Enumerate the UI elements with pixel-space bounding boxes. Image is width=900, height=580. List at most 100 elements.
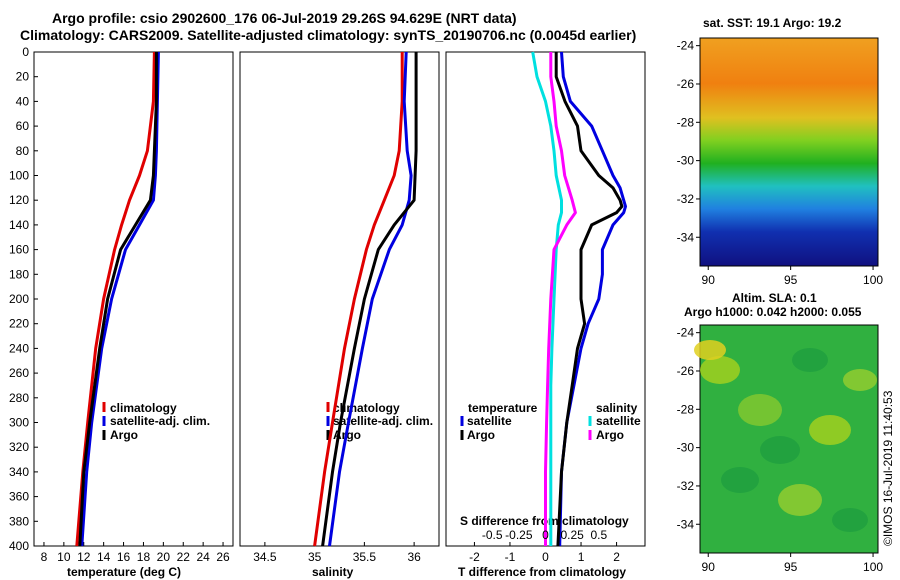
sla-map-title: Altim. SLA: 0.1 xyxy=(732,291,817,305)
depth-tick-label: 320 xyxy=(9,440,29,454)
sst-map-ytick-label: -28 xyxy=(677,115,695,129)
temp-xlabel: temperature (deg C) xyxy=(67,565,181,579)
temperature-xtick-label: 14 xyxy=(97,550,111,564)
diff-legend-sal-title: salinity xyxy=(596,401,638,415)
sla-map-xtick-label: 95 xyxy=(784,560,798,574)
depth-tick-label: 260 xyxy=(9,366,29,380)
sst-map-ytick-label: -32 xyxy=(677,192,695,206)
salinity-xtick-label: 35 xyxy=(308,550,322,564)
sal-xlabel: salinity xyxy=(312,565,354,579)
depth-tick-label: 360 xyxy=(9,490,29,504)
depth-tick-label: 220 xyxy=(9,317,29,331)
sst-map-xtick-label: 95 xyxy=(784,273,798,287)
diff-top-tick-label: -0.5 xyxy=(482,528,503,542)
temperature-xtick-label: 16 xyxy=(117,550,131,564)
diff-legend-temp-argo: Argo xyxy=(467,428,495,442)
diff-top-tick-label: -0.25 xyxy=(505,528,533,542)
depth-tick-label: 140 xyxy=(9,218,29,232)
diff-top-tick-label: 0 xyxy=(542,528,549,542)
temperature-xtick-label: 18 xyxy=(137,550,151,564)
salinity-series-satellite-adj-clim- xyxy=(328,51,413,547)
diff-top-tick-label: 0.5 xyxy=(590,528,607,542)
depth-tick-label: 240 xyxy=(9,341,29,355)
sla-map-ytick-label: -34 xyxy=(677,517,695,531)
sla-map-feature xyxy=(694,340,726,360)
depth-tick-label: 160 xyxy=(9,243,29,257)
differences-xtick-label: -2 xyxy=(469,550,480,564)
title-line-1: Argo profile: csio 2902600_176 06-Jul-20… xyxy=(52,10,517,26)
temp-frame xyxy=(33,51,234,547)
sst-map-ytick-label: -34 xyxy=(677,230,695,244)
diff-legend-sal-sat: satellite xyxy=(596,414,641,428)
salinity-xtick-label: 34.5 xyxy=(253,550,277,564)
sst-map-ytick-label: -24 xyxy=(677,39,695,53)
temperature-series-satellite-adj-clim- xyxy=(80,51,160,547)
diff-legend-sal-argo: Argo xyxy=(596,428,624,442)
sla-map-feature xyxy=(843,369,877,391)
depth-tick-label: 60 xyxy=(16,119,30,133)
sal-frame xyxy=(239,51,440,547)
sla-map-ytick-label: -32 xyxy=(677,479,695,493)
diff-legend-temp-sat: satellite xyxy=(467,414,512,428)
temperature-xtick-label: 24 xyxy=(196,550,210,564)
depth-tick-label: 120 xyxy=(9,193,29,207)
title-line-2: Climatology: CARS2009. Satellite-adjuste… xyxy=(20,27,637,43)
depth-tick-label: 400 xyxy=(9,539,29,553)
temperature-xtick-label: 8 xyxy=(41,550,48,564)
temperature-series-argo xyxy=(78,52,158,547)
sla-map-frame xyxy=(699,324,879,554)
depth-tick-label: 0 xyxy=(22,45,29,59)
sla-map-feature xyxy=(809,415,851,445)
sst-map-ytick-label: -30 xyxy=(677,154,695,168)
sal-legend-sat: satellite-adj. clim. xyxy=(333,414,433,428)
sla-map-feature xyxy=(738,394,782,426)
sla-map-ytick-label: -30 xyxy=(677,441,695,455)
temperature-series-climatology xyxy=(75,51,156,547)
sla-map-ytick-label: -26 xyxy=(677,364,695,378)
sla-map-ytick-label: -28 xyxy=(677,402,695,416)
sla-map-xtick-label: 100 xyxy=(863,560,883,574)
temperature-xtick-label: 22 xyxy=(177,550,191,564)
salinity-xtick-label: 35.5 xyxy=(353,550,377,564)
depth-tick-label: 200 xyxy=(9,292,29,306)
depth-tick-label: 280 xyxy=(9,391,29,405)
sla-map-ytick-label: -24 xyxy=(677,326,695,340)
sla-map-feature xyxy=(760,436,800,464)
differences-xtick-label: 0 xyxy=(542,550,549,564)
depth-tick-label: 380 xyxy=(9,514,29,528)
sst-map-title: sat. SST: 19.1 Argo: 19.2 xyxy=(703,16,842,30)
depth-tick-label: 340 xyxy=(9,465,29,479)
sla-map-feature xyxy=(778,484,822,516)
temp-legend-clim: climatology xyxy=(110,401,177,415)
temp-legend-sat: satellite-adj. clim. xyxy=(110,414,210,428)
temp-legend-argo: Argo xyxy=(110,428,138,442)
sla-map-subtitle: Argo h1000: 0.042 h2000: 0.055 xyxy=(684,305,862,319)
salinity-series-climatology xyxy=(313,52,404,547)
salinity-series-argo xyxy=(321,52,418,547)
sla-map-feature xyxy=(832,508,868,532)
differences-series-salinity-argo xyxy=(544,52,577,546)
differences-xtick-label: -1 xyxy=(505,550,516,564)
differences-xtick-label: 1 xyxy=(578,550,585,564)
diff-top-tick-label: 0.25 xyxy=(560,528,584,542)
differences-series-temperature-satellite xyxy=(558,51,627,547)
temperature-xtick-label: 10 xyxy=(57,550,71,564)
sla-map-feature xyxy=(792,348,828,372)
temperature-xtick-label: 12 xyxy=(77,550,91,564)
depth-tick-label: 100 xyxy=(9,169,29,183)
differences-xtick-label: 2 xyxy=(613,550,620,564)
sst-map-image xyxy=(700,38,878,266)
depth-tick-label: 40 xyxy=(16,94,30,108)
diff-xlabel: T difference from climatology xyxy=(458,565,626,579)
credit-text: ©IMOS 16-Jul-2019 11:40:53 xyxy=(881,390,895,546)
sst-map-ytick-label: -26 xyxy=(677,77,695,91)
sla-map-feature xyxy=(721,467,759,493)
depth-tick-label: 20 xyxy=(16,70,30,84)
diff-legend-temp-title: temperature xyxy=(468,401,538,415)
sst-map-xtick-label: 100 xyxy=(863,273,883,287)
differences-series-temperature-argo xyxy=(554,52,624,547)
salinity-xtick-label: 36 xyxy=(407,550,421,564)
differences-series-salinity-satellite xyxy=(531,51,563,546)
sla-map-xtick-label: 90 xyxy=(702,560,716,574)
